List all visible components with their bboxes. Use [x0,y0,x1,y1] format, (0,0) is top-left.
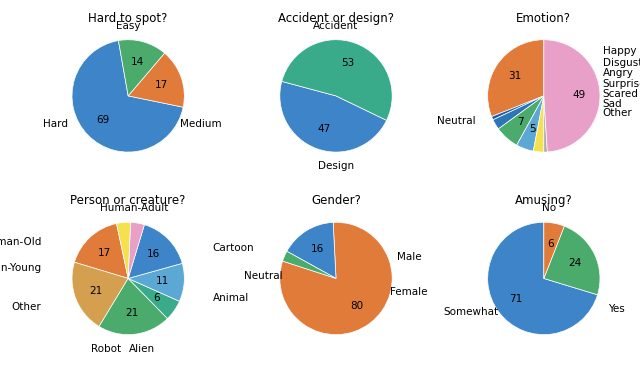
Text: Animal: Animal [212,293,249,303]
Text: 71: 71 [509,294,522,304]
Text: Neutral: Neutral [438,116,476,126]
Text: Surprised: Surprised [603,79,640,88]
Text: 17: 17 [154,80,168,90]
Wedge shape [99,279,168,335]
Title: Person or creature?: Person or creature? [70,194,186,207]
Wedge shape [516,96,544,151]
Text: Angry: Angry [603,68,634,79]
Wedge shape [128,264,184,301]
Text: Medium: Medium [180,119,222,129]
Title: Emotion?: Emotion? [516,11,572,25]
Text: Female: Female [390,287,428,298]
Wedge shape [280,222,392,335]
Text: Easy: Easy [116,21,140,31]
Wedge shape [72,262,128,327]
Text: Disgusted: Disgusted [603,58,640,68]
Wedge shape [544,222,564,279]
Text: Sad: Sad [603,99,623,109]
Text: 21: 21 [89,286,102,296]
Wedge shape [116,222,131,279]
Wedge shape [488,222,598,335]
Text: Accident: Accident [314,21,358,31]
Wedge shape [128,222,145,279]
Text: 17: 17 [98,248,111,258]
Text: 47: 47 [317,124,330,134]
Text: Robot: Robot [91,344,121,354]
Text: 49: 49 [572,90,585,100]
Title: Gender?: Gender? [311,194,361,207]
Text: Happy: Happy [603,46,636,56]
Text: 16: 16 [147,249,159,259]
Text: 69: 69 [97,115,110,125]
Wedge shape [282,40,392,120]
Text: Other: Other [603,108,632,118]
Text: Other: Other [12,302,41,312]
Text: No: No [542,203,557,213]
Text: Human-Old: Human-Old [0,237,41,247]
Wedge shape [72,41,183,152]
Text: 53: 53 [342,58,355,68]
Wedge shape [280,81,387,152]
Text: Design: Design [318,161,354,171]
Text: 16: 16 [311,244,324,254]
Wedge shape [492,96,544,120]
Wedge shape [493,96,544,129]
Wedge shape [499,96,544,145]
Wedge shape [128,225,182,279]
Text: 24: 24 [568,258,582,268]
Wedge shape [128,279,179,319]
Text: Human-Adult: Human-Adult [100,203,168,213]
Title: Hard to spot?: Hard to spot? [88,11,168,25]
Wedge shape [544,226,600,295]
Text: Yes: Yes [609,304,625,314]
Text: 21: 21 [125,308,139,318]
Text: Human-Young: Human-Young [0,264,41,273]
Wedge shape [128,53,184,107]
Wedge shape [488,40,544,117]
Text: 14: 14 [131,57,144,67]
Wedge shape [287,222,336,279]
Text: Somewhat: Somewhat [444,307,499,317]
Title: Amusing?: Amusing? [515,194,573,207]
Wedge shape [283,251,336,279]
Wedge shape [74,224,128,279]
Text: 80: 80 [351,301,364,311]
Text: 6: 6 [154,293,160,303]
Text: 7: 7 [518,117,524,127]
Text: Cartoon: Cartoon [212,243,254,252]
Title: Accident or design?: Accident or design? [278,11,394,25]
Wedge shape [118,40,164,96]
Wedge shape [533,96,544,152]
Wedge shape [544,96,547,152]
Text: 11: 11 [156,276,170,286]
Text: 5: 5 [529,124,535,134]
Text: 31: 31 [508,71,522,81]
Text: Neutral: Neutral [244,270,282,281]
Text: Hard: Hard [43,119,68,129]
Text: Male: Male [397,252,421,262]
Text: Scared: Scared [603,89,639,99]
Wedge shape [544,40,600,152]
Text: Alien: Alien [129,344,156,354]
Text: 6: 6 [547,239,554,249]
